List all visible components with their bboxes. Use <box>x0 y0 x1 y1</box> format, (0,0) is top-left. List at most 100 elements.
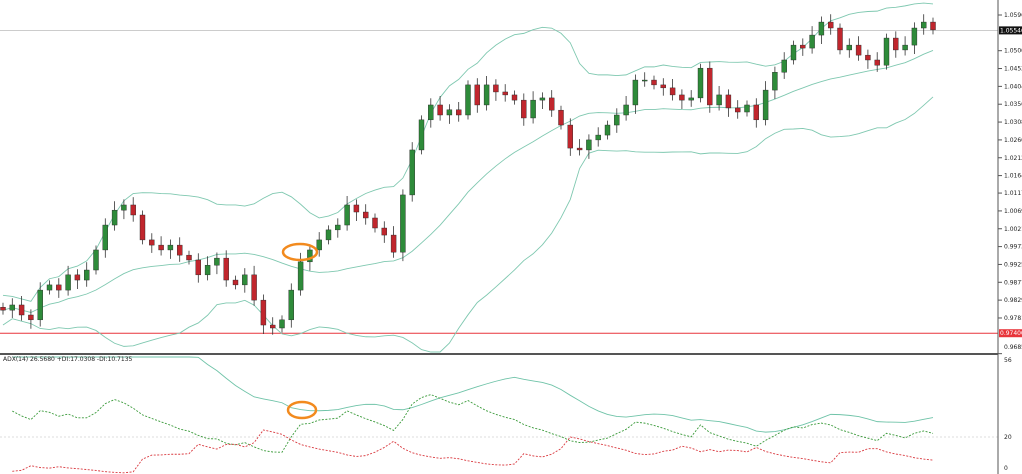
candle <box>316 239 322 251</box>
candle <box>883 37 890 66</box>
level-tag <box>999 329 1022 338</box>
candle <box>214 257 220 266</box>
candle <box>83 269 90 281</box>
price-tick-label: 0.99250 <box>1004 261 1022 268</box>
candle <box>474 84 480 106</box>
candle <box>902 44 908 51</box>
annotation-ellipse <box>281 242 319 262</box>
candle <box>521 99 527 119</box>
candle <box>167 244 174 251</box>
adx-tick-label: 0 <box>1004 465 1008 472</box>
candle <box>93 249 99 271</box>
candle <box>56 284 62 291</box>
candle <box>465 84 471 116</box>
candle <box>493 84 499 93</box>
candle <box>353 204 360 213</box>
candle <box>800 44 806 49</box>
candle <box>558 109 564 126</box>
annotation-ellipse <box>286 400 318 420</box>
candle <box>121 204 127 211</box>
price-tick-label: 0.98290 <box>1004 297 1022 304</box>
candle <box>576 147 583 151</box>
candle <box>158 244 164 251</box>
candle <box>195 259 202 276</box>
candle <box>446 109 453 116</box>
price-tick-label: 0.98770 <box>1004 279 1022 286</box>
candle <box>921 21 927 29</box>
candle <box>0 306 6 311</box>
candle <box>149 239 155 246</box>
candle <box>837 27 843 51</box>
price-tick-label: 1.00690 <box>1004 208 1022 215</box>
price-tick-label: 1.04520 <box>1004 66 1022 73</box>
candle <box>483 84 490 106</box>
candle <box>223 257 229 281</box>
candle <box>400 194 406 253</box>
candle <box>642 79 648 82</box>
candle <box>530 99 536 119</box>
price-tick-label: 0.97810 <box>1004 315 1022 322</box>
candle <box>260 299 267 326</box>
candle <box>18 304 25 316</box>
candle <box>725 94 732 109</box>
candle <box>855 44 862 56</box>
candle <box>874 59 880 66</box>
price-tick-label: 1.01170 <box>1004 190 1022 197</box>
bollinger-upper <box>2 2 934 302</box>
candle <box>139 214 146 241</box>
adx-label: ADX(14) 26.5680 +DI:17.0308 -DI:10.7135 <box>3 356 133 363</box>
candle <box>204 264 211 276</box>
candle <box>111 209 118 226</box>
candle <box>372 217 378 229</box>
candle <box>335 224 341 231</box>
candle <box>344 204 350 226</box>
adx-tick-label: 56 <box>1004 357 1012 364</box>
candle <box>288 289 294 321</box>
candle <box>707 67 713 106</box>
minus-di-line <box>12 429 934 474</box>
candle <box>437 104 443 116</box>
candle <box>242 274 248 286</box>
candle <box>279 319 285 329</box>
price-pane: 1.05960 1.05000 1.04520 1.04040 1.03560 1.030… <box>0 2 1022 355</box>
candle <box>586 139 592 151</box>
adx-tick-label: 20 <box>1004 434 1012 441</box>
candle <box>697 67 704 99</box>
candle <box>744 104 750 113</box>
candle <box>381 227 387 236</box>
candle <box>632 79 639 106</box>
candle <box>772 72 778 91</box>
candle <box>390 234 397 253</box>
candle <box>660 84 666 89</box>
candle <box>549 97 555 111</box>
current-price-tag <box>999 26 1022 35</box>
current-price-label: 1.05546 <box>1000 27 1022 34</box>
adx-pane: 56 20 0 <box>0 356 1012 474</box>
candle <box>614 114 620 126</box>
candle <box>716 94 722 106</box>
candle <box>363 211 369 219</box>
candle <box>251 274 257 301</box>
candle <box>28 314 34 321</box>
candle <box>65 274 71 291</box>
candle <box>604 124 611 136</box>
price-tick-label: 1.05000 <box>1004 48 1022 55</box>
level-label: 0.97400 <box>1000 330 1022 337</box>
price-tick-label: 1.02120 <box>1004 155 1022 162</box>
candle <box>428 104 434 121</box>
candle <box>790 44 797 61</box>
candle <box>186 254 192 261</box>
candle <box>893 37 899 51</box>
candle <box>567 124 573 149</box>
candle <box>911 27 918 46</box>
candle <box>37 289 43 321</box>
price-tick-label: 0.96850 <box>1004 344 1022 351</box>
candle <box>930 21 936 31</box>
price-tick-label: 1.03080 <box>1004 119 1022 126</box>
candle <box>623 104 629 116</box>
candle <box>130 204 136 216</box>
candle <box>781 59 787 73</box>
candle <box>828 21 834 29</box>
price-tick-label: 1.00210 <box>1004 226 1022 233</box>
candle <box>762 89 769 121</box>
